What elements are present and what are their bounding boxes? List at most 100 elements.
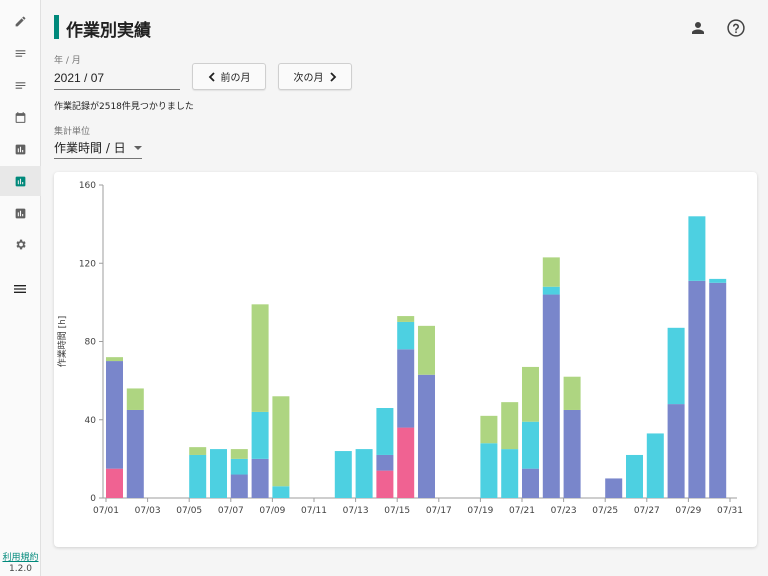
pencil-icon[interactable]	[10, 11, 30, 31]
bar-segment	[522, 366, 539, 422]
page-title: 作業別実績	[66, 21, 151, 41]
bar-segment	[251, 304, 269, 412]
bar-segment	[709, 282, 727, 498]
calendar-icon[interactable]	[10, 107, 30, 127]
bar-segment	[106, 357, 123, 362]
bar-segment	[397, 321, 415, 350]
x-tick-label: 07/25	[592, 506, 618, 516]
next-month-label: 次の月	[293, 73, 324, 84]
unit-select-label: 集計単位	[54, 127, 91, 137]
x-tick-label: 07/01	[93, 506, 119, 516]
prev-month-label: 前の月	[220, 73, 251, 84]
x-tick-label: 07/09	[259, 506, 285, 516]
bar-segment	[605, 478, 623, 498]
x-tick-label: 07/05	[176, 506, 202, 516]
bar-segment	[397, 427, 415, 498]
menu-icon[interactable]	[10, 279, 30, 299]
bar-segment	[251, 411, 269, 459]
bar-segment	[542, 257, 560, 287]
x-tick-label: 07/07	[218, 506, 244, 516]
bar-segment	[189, 454, 207, 498]
bar-segment	[563, 376, 581, 410]
y-axis-label: 作業時間 [h]	[56, 316, 68, 368]
title-accent-bar	[54, 15, 59, 39]
list-lines-icon[interactable]	[10, 75, 30, 95]
bar-segment	[106, 468, 123, 498]
sidebar: 利用規約 1.2.0	[0, 0, 41, 576]
terms-link[interactable]: 利用規約	[2, 553, 39, 563]
bar-segment	[106, 361, 123, 469]
y-tick-label: 80	[85, 338, 97, 348]
bar-segment	[563, 409, 581, 498]
bar-segment	[230, 458, 248, 475]
bar-segment	[542, 294, 560, 498]
bar-segment	[376, 470, 394, 498]
bar-segment	[355, 449, 373, 498]
month-field-label: 年 / 月	[54, 56, 81, 66]
bar-segment	[709, 278, 727, 283]
y-tick-label: 160	[79, 181, 96, 191]
version-label: 1.2.0	[9, 564, 32, 574]
bar-segment	[272, 396, 290, 487]
help-icon[interactable]	[725, 17, 747, 39]
y-tick-label: 120	[79, 259, 96, 269]
x-tick-label: 07/15	[384, 506, 410, 516]
y-tick-label: 40	[85, 416, 97, 426]
bar-segment	[334, 451, 352, 498]
bar-segment	[522, 468, 539, 498]
bar-segment	[626, 454, 643, 498]
bar-segment	[501, 449, 519, 498]
bar-segment	[189, 447, 207, 455]
unit-select-value: 作業時間 / 日	[54, 141, 126, 155]
stacked-bar-chart: 0 40 80 120 160 作業時間 [h] 07/01 07/03 07/05 07/07 0…	[56, 181, 743, 516]
bar-segment	[667, 404, 685, 498]
unit-select[interactable]: 作業時間 / 日	[54, 137, 142, 159]
bar-segment	[542, 286, 560, 295]
month-input[interactable]	[54, 66, 180, 90]
x-tick-label: 07/23	[551, 506, 577, 516]
chart-card: 0 40 80 120 160 作業時間 [h] 07/01 07/03 07/05 07/07 0…	[54, 172, 757, 547]
x-tick-label: 07/31	[717, 506, 743, 516]
bar-segment	[126, 409, 144, 498]
sidebar-active-highlight	[0, 166, 41, 196]
bar-segment	[230, 449, 248, 459]
bar-segment	[480, 443, 498, 498]
x-tick-label: 07/27	[634, 506, 660, 516]
bar-segment	[397, 349, 415, 428]
x-tick-label: 07/17	[426, 506, 452, 516]
report-icon[interactable]	[10, 203, 30, 223]
bar-segment	[126, 388, 144, 410]
bar-segment	[397, 316, 415, 322]
x-tick-label: 07/21	[509, 506, 535, 516]
bar-segment	[376, 454, 394, 471]
bar-segment	[480, 415, 498, 444]
x-tick-label: 07/19	[467, 506, 493, 516]
caret-down-icon	[133, 145, 142, 150]
user-icon[interactable]	[687, 17, 709, 39]
bar-segment	[418, 374, 435, 498]
bar-segment	[522, 421, 539, 469]
bar-segment	[230, 474, 248, 498]
bar-chart-icon[interactable]	[10, 171, 30, 191]
bar-segment	[272, 486, 290, 498]
gear-icon[interactable]	[10, 234, 30, 254]
list-lines-icon[interactable]	[10, 43, 30, 63]
chevron-right-icon	[329, 71, 336, 82]
x-tick-label: 07/13	[343, 506, 369, 516]
bar-segment	[501, 402, 519, 450]
y-tick-label: 0	[90, 494, 96, 504]
bar-segment	[418, 325, 435, 375]
bar-segment	[251, 458, 269, 498]
x-tick-label: 07/29	[675, 506, 701, 516]
chevron-left-icon	[208, 71, 215, 82]
prev-month-button[interactable]: 前の月	[192, 63, 266, 90]
record-count-text: 作業記録が2518件見つかりました	[54, 102, 194, 112]
bar-segment	[688, 216, 706, 281]
bar-segment	[210, 449, 227, 498]
bar-segment	[688, 280, 706, 498]
report-icon[interactable]	[10, 139, 30, 159]
bar-segment	[376, 408, 394, 455]
x-tick-label: 07/03	[135, 506, 161, 516]
next-month-button[interactable]: 次の月	[278, 63, 352, 90]
bar-segment	[667, 327, 685, 405]
